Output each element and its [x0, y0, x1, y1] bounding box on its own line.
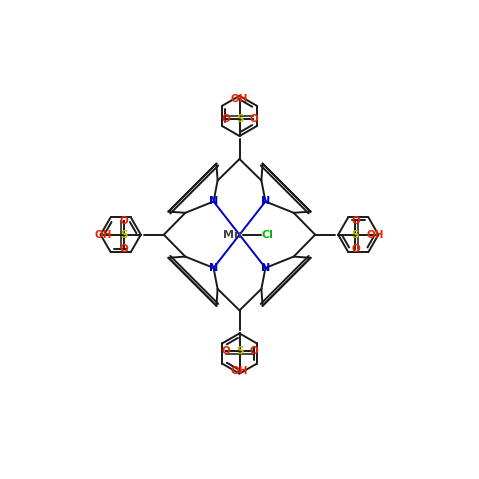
Text: OH: OH: [95, 230, 112, 240]
Text: Mn: Mn: [223, 230, 242, 240]
Text: O: O: [221, 346, 230, 355]
Text: Cl: Cl: [262, 230, 273, 240]
Text: N: N: [261, 196, 270, 206]
Text: N: N: [209, 196, 218, 206]
Text: N: N: [261, 263, 270, 273]
Text: O: O: [119, 216, 128, 226]
Text: OH: OH: [231, 94, 248, 103]
Text: O: O: [119, 244, 128, 253]
Text: S: S: [236, 114, 243, 124]
Text: OH: OH: [231, 366, 248, 376]
Text: S: S: [236, 346, 243, 355]
Text: N: N: [209, 263, 218, 273]
Text: O: O: [351, 216, 360, 226]
Text: S: S: [120, 230, 127, 240]
Text: O: O: [249, 114, 258, 124]
Text: S: S: [352, 230, 359, 240]
Text: O: O: [351, 244, 360, 253]
Text: O: O: [249, 346, 258, 355]
Text: O: O: [221, 114, 230, 124]
Text: OH: OH: [367, 230, 384, 240]
